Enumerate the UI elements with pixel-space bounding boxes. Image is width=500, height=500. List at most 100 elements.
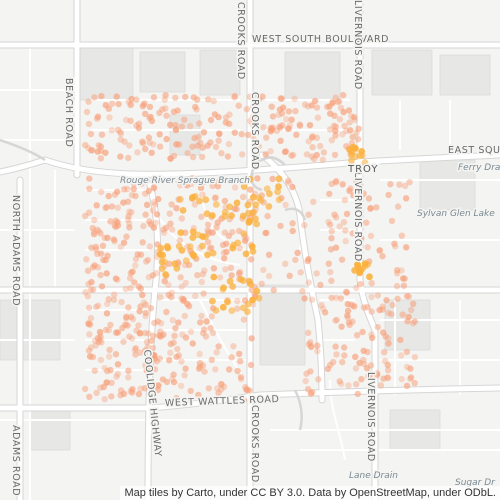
incident-point	[411, 379, 418, 387]
incident-point	[341, 196, 349, 204]
incident-point	[202, 196, 210, 204]
incident-point	[339, 181, 346, 188]
incident-point	[366, 387, 374, 394]
incident-point	[131, 279, 138, 286]
incident-point	[408, 306, 415, 314]
incident-point	[134, 251, 141, 258]
incident-point	[354, 332, 361, 339]
incident-point	[314, 347, 321, 355]
road-label-crooks-road-mid: CROOKS ROAD	[249, 92, 260, 170]
incident-point	[93, 202, 100, 209]
incident-point	[221, 197, 229, 205]
incident-point	[137, 349, 144, 356]
incident-point	[326, 221, 334, 228]
incident-point	[358, 192, 365, 199]
incident-point	[252, 215, 259, 223]
incident-point	[410, 300, 417, 307]
incident-point	[204, 239, 212, 246]
incident-point	[221, 255, 228, 262]
incident-point	[85, 120, 93, 128]
incident-point	[337, 295, 345, 302]
incident-point	[398, 375, 405, 383]
incident-point	[188, 194, 196, 202]
incident-point	[252, 201, 260, 209]
incident-point	[95, 142, 103, 149]
incident-point	[341, 344, 348, 351]
incident-point	[189, 234, 197, 242]
incident-point	[336, 116, 344, 123]
incident-point	[205, 385, 212, 392]
incident-point	[97, 333, 104, 340]
incident-point	[147, 221, 154, 228]
incident-point	[305, 211, 312, 218]
incident-point	[335, 98, 342, 106]
incident-point	[199, 242, 206, 250]
incident-point	[156, 355, 163, 362]
incident-point	[121, 186, 128, 193]
incident-point	[285, 179, 292, 186]
incident-point	[341, 122, 348, 130]
incident-point	[383, 297, 390, 304]
incident-point	[236, 350, 243, 358]
incident-point	[143, 367, 150, 374]
incident-point	[125, 154, 132, 162]
incident-point	[82, 212, 89, 220]
incident-point	[156, 143, 164, 150]
incident-point	[342, 237, 349, 245]
incident-point	[97, 271, 104, 279]
map-minor-streets	[0, 45, 500, 500]
incident-point	[352, 353, 359, 360]
incident-point	[139, 138, 146, 145]
incident-point	[340, 108, 347, 116]
incident-point	[87, 130, 95, 138]
incident-point	[120, 239, 128, 246]
incident-point	[91, 262, 98, 269]
incident-point	[127, 275, 134, 282]
incident-point	[93, 389, 100, 397]
incident-point	[218, 150, 225, 157]
incident-point	[331, 151, 339, 159]
incident-point	[139, 103, 146, 110]
incident-point	[224, 153, 232, 160]
incident-point	[308, 153, 316, 160]
incident-point	[144, 256, 152, 264]
incident-point	[332, 294, 340, 302]
incident-point	[311, 97, 319, 105]
incident-point	[332, 94, 339, 101]
incident-point	[113, 373, 120, 380]
incident-point	[142, 211, 149, 218]
incident-point	[167, 121, 174, 128]
incident-point	[332, 127, 339, 134]
incident-point	[147, 382, 154, 389]
incident-point	[172, 126, 180, 133]
incident-point	[108, 379, 115, 386]
incident-point	[97, 250, 105, 257]
incident-point	[209, 212, 216, 219]
incident-point	[320, 305, 327, 312]
incident-point	[112, 351, 120, 358]
incident-point	[259, 93, 266, 100]
incident-point	[228, 272, 235, 279]
incident-point	[247, 117, 254, 125]
incident-point	[373, 371, 381, 379]
incident-point	[91, 367, 99, 374]
incident-point	[163, 308, 170, 316]
incident-point	[246, 93, 254, 101]
incident-point	[339, 131, 346, 138]
incident-point	[175, 178, 182, 185]
incident-point	[276, 123, 283, 130]
incident-point	[171, 260, 179, 268]
incident-point	[110, 236, 118, 243]
incident-point	[359, 328, 366, 336]
incident-point	[367, 204, 374, 212]
incident-point	[126, 142, 133, 149]
incident-point	[115, 100, 122, 108]
incident-point	[127, 285, 134, 292]
incident-point	[240, 316, 248, 323]
incident-point	[167, 155, 174, 162]
incident-point	[353, 129, 360, 137]
incident-point	[187, 123, 194, 130]
incident-point	[96, 328, 104, 336]
